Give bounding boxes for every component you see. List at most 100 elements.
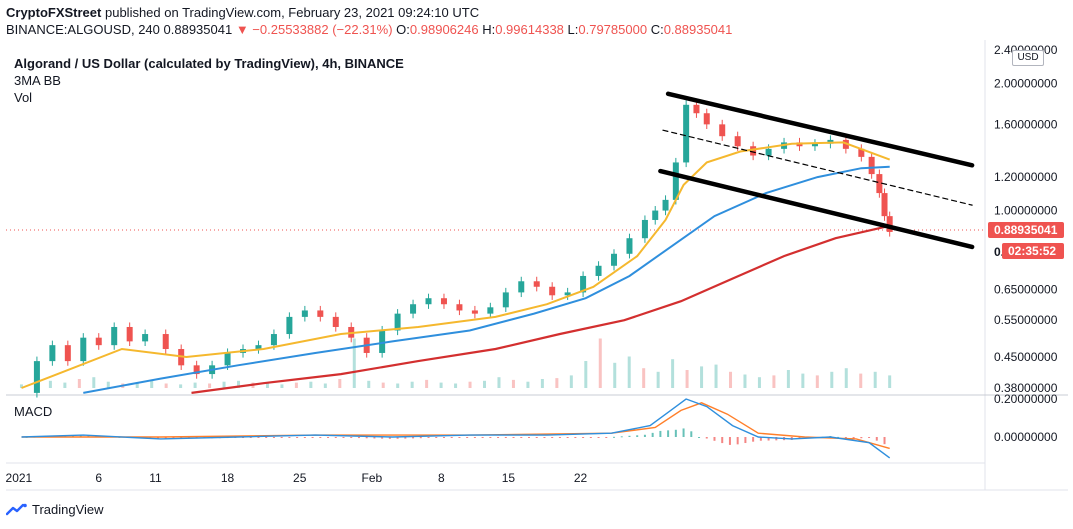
candle-body-48 [734,136,741,147]
macd-hist-48 [396,437,399,439]
channel-mid-line [662,129,973,206]
volume-bar-32 [483,380,487,388]
price-axis: 2.400000002.000000001.600000001.20000000… [994,43,1058,444]
volume-bar-23 [352,338,356,388]
macd-hist-18 [164,437,167,439]
macd-hist-6 [71,435,74,437]
candle-body-58 [876,174,883,194]
macd-hist-65 [527,437,530,438]
macd-hist-81 [651,432,654,437]
volume-bar-52 [772,375,776,388]
candle-body-2 [49,345,56,362]
volume-bar-54 [801,373,805,388]
candle-body-31 [502,292,509,308]
macd-hist-59 [481,437,484,438]
currency-button[interactable]: USD [1012,50,1044,66]
close-value: 0.88935041 [663,22,733,37]
macd-hist-68 [551,437,554,438]
macd-hist-91 [728,437,731,445]
candle-body-32 [518,281,525,293]
time-tick-0: 2021 [6,471,33,485]
volume-bar-18 [280,384,284,388]
price-tick-7: 0.45000000 [994,350,1058,364]
candle-body-7 [126,326,133,342]
open-value: 0.98906246 [409,22,479,37]
macd-hist-43 [357,437,360,439]
macd-hist-90 [721,437,724,444]
macd-hist-78 [628,435,631,437]
volume-bar-59 [873,371,877,388]
chart-legend: Algorand / US Dollar (calculated by Trad… [14,55,404,106]
candle-body-46 [703,113,710,125]
volume-bar-43 [642,368,646,388]
volume-bar-42 [627,356,631,388]
macd-hist-86 [690,431,693,437]
volume-bar-50 [743,374,747,388]
candle-body-47 [719,124,726,137]
change-value: ▼ −0.25533882 (−22.31%) [235,22,393,37]
macd-hist-38 [319,437,322,438]
candle-body-38 [611,253,618,266]
volume-bar-55 [815,375,819,388]
volume-bar-25 [381,382,385,388]
macd-hist-84 [674,429,677,437]
ma-slow-line [191,224,890,394]
indicator-bb[interactable]: 3MA BB [14,73,61,88]
volume-bar-24 [367,380,371,388]
macd-hist-42 [350,437,353,438]
macd-hist-72 [582,437,585,438]
macd-hist-50 [412,437,415,439]
candle-body-49 [750,146,757,156]
volume-bar-20 [309,381,313,388]
volume-bar-8 [135,382,139,388]
channel-lower-line [658,168,975,250]
candle-body-30 [487,307,494,314]
candle-body-17 [286,316,293,335]
last-price: 0.88935041 [163,22,233,37]
candle-body-34 [549,286,556,296]
high-label: H: [482,22,496,37]
macd-hist-62 [504,437,507,438]
macd-hist-52 [427,437,430,439]
volume-bar-13 [208,383,212,388]
price-tick-4: 1.00000000 [994,204,1058,218]
macd-hist-37 [311,437,314,438]
macd-hist-77 [620,436,623,438]
macd-line [21,398,891,459]
candle-body-23 [379,330,386,353]
volume-bar-34 [511,379,515,388]
macd-hist-110 [875,437,878,441]
time-axis: 2021 6 11 18 25 Feb 8 15 22 [6,471,588,485]
tradingview-logo[interactable]: TradingView [5,502,104,517]
macd-hist-70 [566,437,569,438]
author-name[interactable]: CryptoFXStreet [6,5,102,20]
candle-body-15 [255,345,262,350]
time-tick-2: 11 [149,471,162,485]
indicator-vol[interactable]: Vol [14,90,33,105]
volume-bar-44 [656,371,660,388]
volume-bar-2 [48,380,52,388]
candle-body-37 [595,265,602,276]
candle-body-35 [564,292,571,296]
candle-body-26 [425,298,432,305]
volume-bar-0 [19,384,23,388]
volume-bar-57 [844,368,848,388]
macd-hist-41 [342,437,345,438]
chart-title[interactable]: Algorand / US Dollar (calculated by Trad… [14,56,404,71]
candle-body-24 [394,313,401,331]
candle-body-28 [456,304,463,311]
macd-label[interactable]: MACD [14,404,53,419]
macd-hist-58 [473,437,476,438]
volume-bar-12 [193,382,197,388]
branding-text: TradingView [32,502,104,517]
volume-bars [19,338,892,388]
macd-hist-93 [744,437,747,444]
volume-bar-39 [584,361,588,388]
macd-hist-33 [280,437,283,438]
symbol: BINANCE:ALGOUSD, 240 [6,22,160,37]
macd-hist-45 [373,437,376,439]
macd-hist-107 [852,437,855,439]
candle-body-41 [652,210,659,220]
time-tick-7: 15 [502,471,516,485]
